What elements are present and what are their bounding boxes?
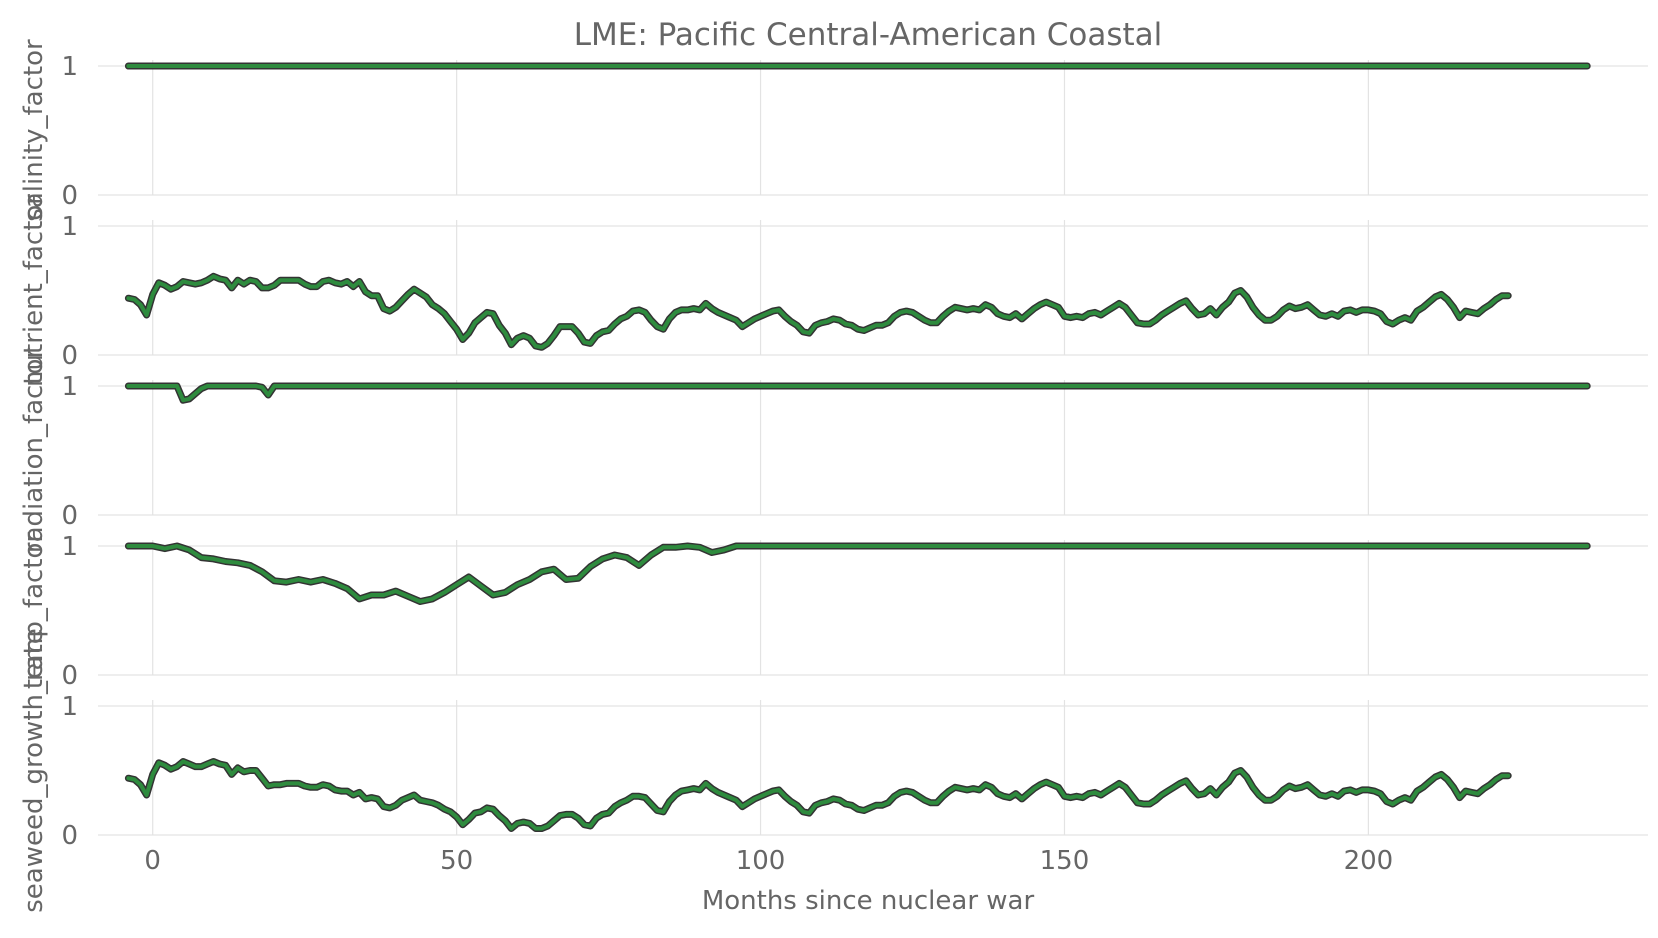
y-tick-label: 1 — [61, 532, 78, 562]
panel-salinity_factor: 0 1 salinity_factor — [19, 39, 1648, 222]
panel-radiation_factor: 0 1 radiation_factor — [19, 348, 1648, 554]
y-tick-label: 1 — [61, 372, 78, 402]
panel-temp_factor: 0 1 temp_factor — [19, 532, 1648, 691]
y-tick-label: 0 — [61, 821, 78, 851]
series-line — [126, 759, 1511, 831]
series-line-outline — [124, 272, 1512, 351]
series-line — [126, 544, 1590, 604]
series-line-outline — [124, 758, 1512, 832]
panel-nutrient_factor: 0 1 nutrient_factor — [19, 194, 1648, 387]
x-tick-label: 100 — [736, 846, 786, 876]
y-tick-label: 1 — [61, 692, 78, 722]
x-tick-label: 50 — [440, 846, 473, 876]
chart-title: LME: Pacific Central-American Coastal — [574, 17, 1163, 53]
series-line — [126, 274, 1511, 350]
y-tick-label: 0 — [61, 501, 78, 531]
y-tick-label: 0 — [61, 661, 78, 691]
y-axis-label: nutrient_factor — [19, 194, 49, 387]
x-tick-label: 150 — [1040, 846, 1090, 876]
y-axis-label: salinity_factor — [19, 39, 49, 222]
y-tick-label: 1 — [61, 52, 78, 82]
y-tick-label: 0 — [61, 341, 78, 371]
y-axis-label: temp_factor — [19, 532, 49, 690]
y-axis-label: seaweed_growth_rate — [19, 628, 49, 913]
chart-panels: 01salinity_factor01nutrient_factor01radi… — [19, 39, 1648, 913]
y-tick-label: 0 — [61, 181, 78, 211]
x-tick-label: 0 — [144, 846, 161, 876]
y-tick-label: 1 — [61, 212, 78, 242]
x-axis-label: Months since nuclear war — [702, 886, 1035, 916]
x-axis-ticks: 0 50 100 150 200 — [144, 846, 1393, 876]
series-line — [126, 384, 1590, 403]
x-tick-label: 200 — [1344, 846, 1394, 876]
y-axis-label: radiation_factor — [19, 348, 49, 554]
